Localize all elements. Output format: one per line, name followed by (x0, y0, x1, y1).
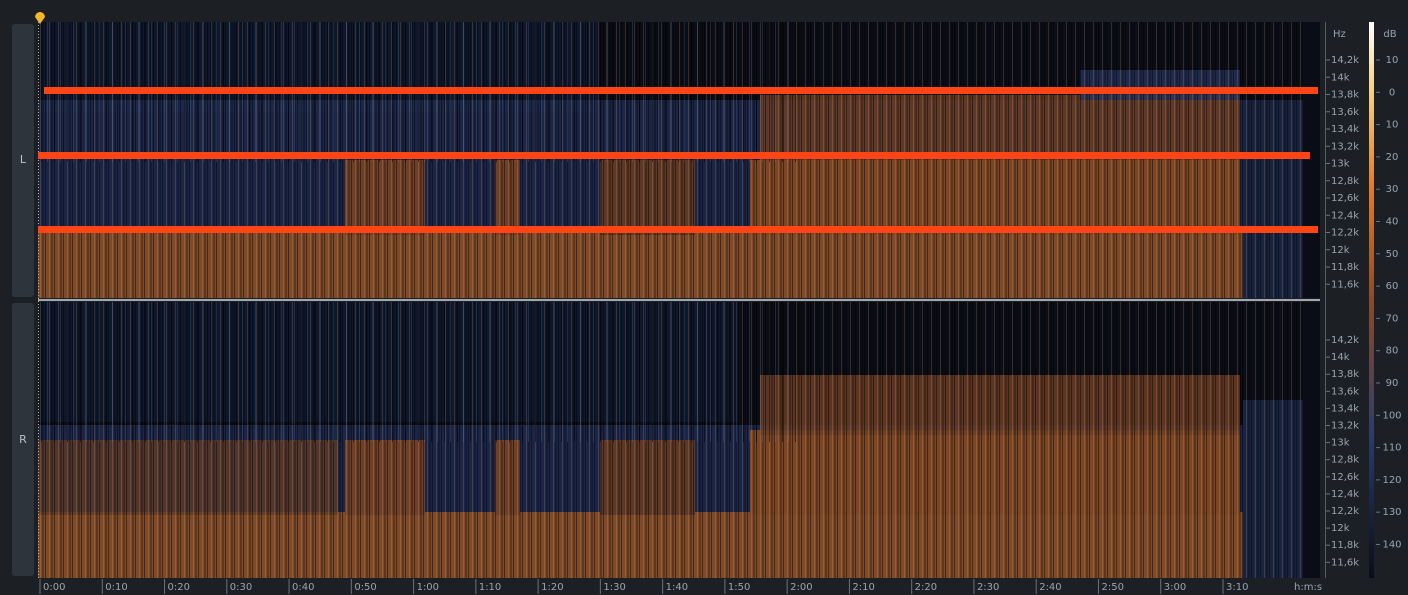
frequency-label: 12,4k (1331, 489, 1359, 500)
time-label: 1:30 (603, 582, 625, 593)
frequency-label: 13,4k (1331, 403, 1359, 414)
frequency-label: 12k (1331, 245, 1350, 256)
time-label: 1:40 (666, 582, 688, 593)
db-unit: dB (1383, 29, 1396, 40)
time-label: 1:50 (728, 582, 750, 593)
time-label: 2:10 (852, 582, 874, 593)
db-label: 10 (1386, 55, 1399, 66)
frequency-label: 13,6k (1331, 107, 1359, 118)
db-label: 90 (1386, 378, 1399, 389)
frequency-label: 14k (1331, 352, 1350, 363)
frequency-label: 14,2k (1331, 55, 1359, 66)
channel-label: L (20, 153, 27, 166)
db-label: 0 (1389, 87, 1395, 98)
time-label: 2:40 (1039, 582, 1061, 593)
frequency-label: 13,4k (1331, 124, 1359, 135)
channel-label: R (19, 433, 27, 446)
frequency-label: 11,8k (1331, 540, 1359, 551)
time-label: 3:10 (1226, 582, 1248, 593)
time-label: 3:00 (1164, 582, 1186, 593)
time-label: 0:50 (354, 582, 376, 593)
frequency-label: 12,4k (1331, 210, 1359, 221)
time-unit: h:m:s (1294, 582, 1322, 593)
db-label: 100 (1382, 410, 1401, 421)
annotation-lines (38, 87, 1318, 233)
frequency-label: 13k (1331, 438, 1350, 449)
frequency-label: 11,6k (1331, 279, 1359, 290)
frequency-label: 13,2k (1331, 421, 1359, 432)
time-label: 0:10 (105, 582, 127, 593)
frequency-scale (1320, 22, 1360, 578)
frequency-label: 12,8k (1331, 176, 1359, 187)
frequency-label: 13k (1331, 159, 1350, 170)
db-color-bar (1369, 22, 1374, 578)
channel-bar[interactable] (12, 24, 34, 297)
time-label: 1:00 (417, 582, 439, 593)
frequency-label: 12,2k (1331, 506, 1359, 517)
time-label: 0:20 (168, 582, 190, 593)
time-label: 1:10 (479, 582, 501, 593)
playhead-marker[interactable] (35, 12, 45, 24)
frequency-label: 12,8k (1331, 455, 1359, 466)
frequency-label: 12,6k (1331, 193, 1359, 204)
db-label: 60 (1386, 281, 1399, 292)
spectrogram-right (38, 302, 1320, 578)
db-label: 110 (1382, 443, 1401, 454)
frequency-label: 12,6k (1331, 472, 1359, 483)
frequency-label: 13,6k (1331, 386, 1359, 397)
frequency-unit: Hz (1333, 29, 1346, 40)
frequency-label: 11,6k (1331, 557, 1359, 568)
db-label: 40 (1386, 217, 1399, 228)
db-label: 50 (1386, 249, 1399, 260)
spectrogram-left (38, 22, 1320, 298)
time-label: 0:40 (292, 582, 314, 593)
frequency-label: 14k (1331, 72, 1350, 83)
time-label: 2:00 (790, 582, 812, 593)
time-label: 2:30 (977, 582, 999, 593)
time-label: 1:20 (541, 582, 563, 593)
frequency-label: 11,8k (1331, 262, 1359, 273)
time-label: 0:30 (230, 582, 252, 593)
db-label: 70 (1386, 313, 1399, 324)
channel-bar[interactable] (12, 303, 34, 576)
db-label: 130 (1382, 507, 1401, 518)
db-label: 80 (1386, 346, 1399, 357)
time-label: 2:20 (915, 582, 937, 593)
db-label: 140 (1382, 540, 1401, 551)
db-label: 120 (1382, 475, 1401, 486)
frequency-label: 12k (1331, 523, 1350, 534)
db-label: 20 (1386, 152, 1399, 163)
frequency-label: 13,8k (1331, 90, 1359, 101)
frequency-label: 14,2k (1331, 335, 1359, 346)
db-label: 10 (1386, 120, 1399, 131)
frequency-label: 13,8k (1331, 369, 1359, 380)
time-label: 0:00 (43, 582, 65, 593)
time-label: 2:50 (1101, 582, 1123, 593)
frequency-label: 13,2k (1331, 141, 1359, 152)
scale-labels: 14,2k 14k 13,8k 13,6k 13,4k 13,2k 13k 12,8k 12,6… (39, 55, 1402, 594)
frequency-label: 12,2k (1331, 228, 1359, 239)
db-label: 30 (1386, 184, 1399, 195)
